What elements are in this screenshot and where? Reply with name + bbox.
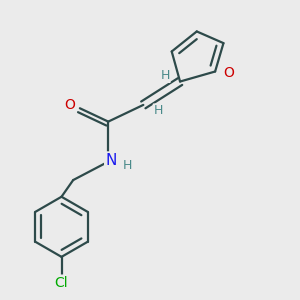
Text: Cl: Cl — [55, 276, 68, 289]
Text: O: O — [224, 66, 235, 80]
Text: O: O — [64, 98, 75, 112]
Text: H: H — [154, 104, 163, 117]
Text: H: H — [160, 69, 170, 82]
Text: H: H — [123, 158, 132, 172]
Text: N: N — [105, 152, 117, 167]
